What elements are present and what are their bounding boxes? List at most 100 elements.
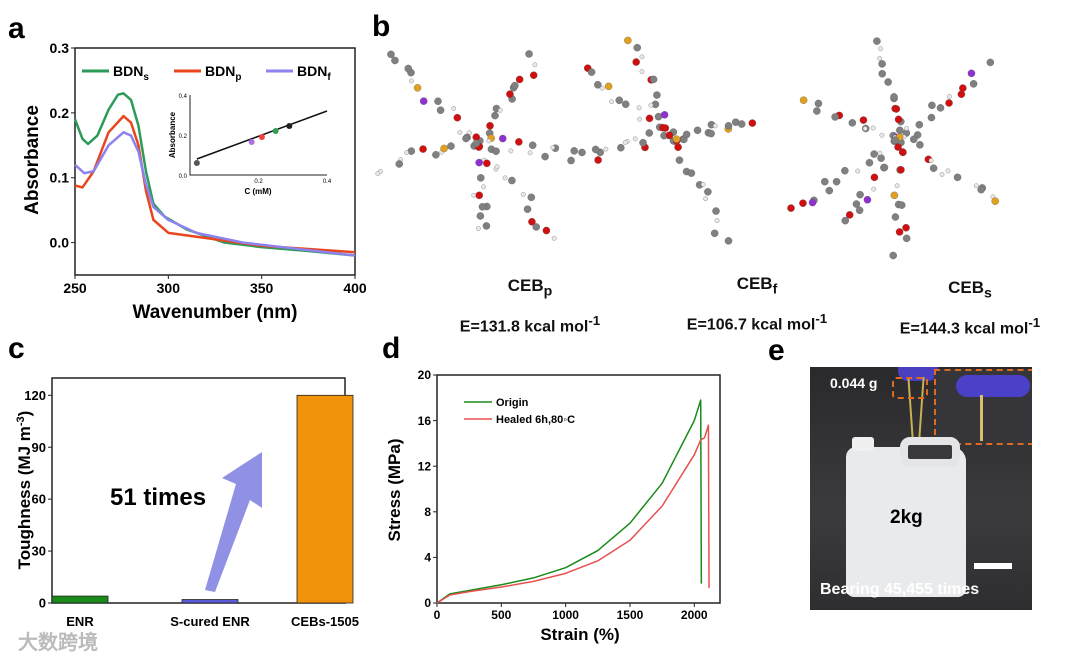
plot-frame [436,374,721,604]
jug-label: 2kg [890,507,923,528]
atom-C [633,43,642,52]
series-line-bdns [73,92,356,257]
inset-data-point [258,134,265,140]
molecule-s [787,37,999,260]
atom-O [674,143,682,151]
atom-O [659,123,667,132]
atom-O [959,84,967,92]
jug-handle [900,437,960,467]
atom-C [578,148,586,157]
atom-H [700,182,706,187]
legend-label: BDNs [113,63,149,83]
atom-C [591,145,600,154]
atom-O [897,166,905,174]
atom-C [621,100,630,109]
atom-C [395,160,404,168]
atom-C [712,207,720,215]
y-tick-label: 0.2 [50,105,70,121]
y-tick-label: 16 [418,414,432,428]
atom-C [617,143,625,152]
atom-H [714,218,720,223]
atom-C [737,120,746,128]
molecule-label-s: CEBs E=144.3 kcal mol-1 [899,278,1041,338]
atom-H [871,186,877,192]
atom-O [898,148,907,156]
atom-C [472,139,481,148]
panel-label-a: a [8,12,25,45]
annotation-label: 51 times [110,484,206,511]
atom-H [409,78,414,84]
series-line-healed-6h-80-c [436,424,710,604]
atom-S [440,144,448,153]
series-line-origin [436,399,703,604]
category-label: S-cured ENR [170,614,250,629]
atom-S [672,135,681,143]
molecule-p [375,50,586,241]
atom-H [486,138,492,144]
atom-C [391,56,399,65]
atom-H [551,236,557,241]
x-tick-label: 300 [157,280,181,296]
y-tick-label: 120 [24,388,46,403]
atom-C [878,60,886,68]
atom-C [476,212,485,220]
atom-C [953,173,962,182]
watermark: 大数跨境 [18,632,98,654]
jug [846,447,966,597]
atom-O [945,99,953,107]
arrow-icon [205,452,262,592]
atom-C [649,75,658,84]
plot-frame [74,47,356,276]
atom-C [928,101,936,110]
atom-S [413,84,422,92]
atom-H [451,106,456,111]
atom-C [432,151,440,159]
atom-C [724,122,733,130]
atom-O [799,199,807,207]
atom-H [636,105,642,111]
y-tick-label: 0.1 [50,170,70,186]
y-tick-label: 60 [32,492,46,507]
atom-H [508,148,514,154]
atom-N [498,134,507,143]
atom-H [878,46,883,52]
atom-C [891,136,899,144]
atom-C [890,93,898,101]
atom-C [523,205,532,213]
atom-C [897,201,906,209]
atom-C [645,129,654,137]
atom-C [615,96,624,105]
atom-O [859,116,868,124]
zoom-box [892,377,928,399]
atom-N [967,69,976,78]
inset-data-point [286,123,293,129]
atom-H [603,146,609,152]
atom-O [475,191,483,200]
panel-label-d: d [382,332,401,365]
x-tick-label: 1000 [552,608,579,622]
atom-C [891,213,900,221]
inset-axes [189,95,327,176]
atom-O [594,156,602,164]
atom-H [877,150,883,156]
x-tick-label: 0 [434,608,441,622]
atom-C [880,163,889,172]
atom-O [632,58,640,66]
atom-C [825,186,834,195]
y-axis-label: Toughness (MJ m-3) [15,411,34,570]
x-axis-label: Strain (%) [540,625,619,644]
inset-x-tick: 0.2 [254,179,263,185]
x-tick-label: 400 [343,280,367,296]
atom-H [639,54,645,60]
atom-C [478,203,487,211]
atom-C [896,126,904,135]
atom-H [375,171,381,176]
atom-H [947,94,952,99]
atom-C [878,70,886,78]
atom-S [624,36,632,45]
atom-C [587,68,596,76]
panel-e-photo: 0.044 g 2kg Bearing 45,455 times [810,367,1032,610]
atom-C [848,119,857,127]
atom-H [870,125,876,131]
atom-H [877,55,882,61]
